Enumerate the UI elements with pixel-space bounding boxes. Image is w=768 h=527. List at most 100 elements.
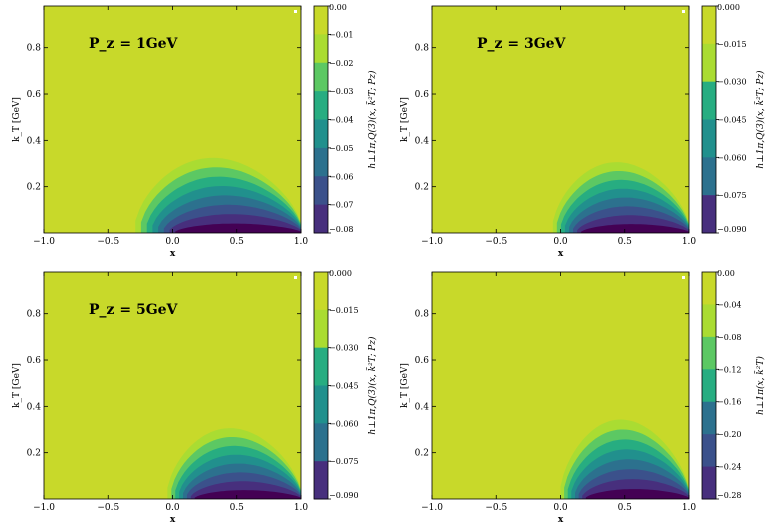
colorbar-tick-label: 0.00 bbox=[717, 269, 735, 278]
colorbar-tick-label: −0.075 bbox=[329, 457, 359, 466]
panel-2: −1.0 −0.5 0.0 0.5 1.0 0.2 0.4 0.6 0.8 x k_T [GeV] P… bbox=[400, 3, 766, 259]
colorbar-tick-label: −0.07 bbox=[329, 201, 354, 210]
colorbar-band bbox=[314, 176, 328, 206]
x-tick-label: 0.5 bbox=[618, 503, 633, 513]
x-tick-label: −0.5 bbox=[97, 503, 119, 513]
y-tick-label: 0.6 bbox=[415, 90, 430, 100]
colorbar-tick-label: −0.045 bbox=[329, 382, 359, 391]
x-tick-label: 1.0 bbox=[682, 503, 697, 513]
x-tick-label: −1.0 bbox=[421, 237, 443, 247]
y-tick-label: 0.8 bbox=[27, 310, 42, 320]
x-tick-label: 0.5 bbox=[230, 237, 245, 247]
x-tick-label: 0.0 bbox=[165, 237, 180, 247]
colorbar-tick-label: −0.030 bbox=[329, 344, 359, 353]
contour-level-8 bbox=[581, 224, 689, 233]
colorbar-label: h⊥1π,Q(3)(x, k̃²T; Pz) bbox=[365, 336, 378, 435]
y-tick-label: 0.2 bbox=[27, 183, 41, 193]
x-tick-label: −1.0 bbox=[421, 503, 443, 513]
x-tick-label: 0.0 bbox=[165, 503, 180, 513]
x-tick-label: 1.0 bbox=[294, 237, 309, 247]
x-tick-label: 0.0 bbox=[553, 503, 568, 513]
x-tick-label: −1.0 bbox=[33, 503, 55, 513]
colorbar-tick-label: −0.20 bbox=[717, 430, 742, 439]
x-tick-label: 1.0 bbox=[294, 503, 309, 513]
colorbar-tick-label: 0.000 bbox=[329, 269, 352, 278]
colorbar-tick-label: −0.08 bbox=[329, 225, 354, 234]
colorbar-band bbox=[702, 43, 716, 83]
panel-3: −1.0 −0.5 0.0 0.5 1.0 0.2 0.4 0.6 0.8 x k_T [GeV] P… bbox=[12, 269, 378, 525]
colorbar-label: h⊥1π,Q(3)(x, k̃²T; Pz) bbox=[753, 70, 766, 169]
panel-1: −1.0 −0.5 0.0 0.5 1.0 0.2 0.4 0.6 0.8 x k_T [GeV] P… bbox=[12, 3, 378, 259]
corner-marker bbox=[682, 10, 685, 13]
colorbar-band bbox=[702, 119, 716, 158]
y-axis-label: k_T [GeV] bbox=[400, 97, 410, 142]
colorbar-band bbox=[702, 81, 716, 120]
colorbar-band bbox=[314, 91, 328, 120]
contour-level-8 bbox=[585, 489, 689, 499]
colorbar-band bbox=[702, 369, 716, 403]
pz-annotation: P_z = 3GeV bbox=[477, 36, 567, 52]
colorbar-band bbox=[314, 385, 328, 424]
colorbar-tick-label: −0.075 bbox=[717, 191, 747, 200]
colorbar-frame bbox=[701, 271, 717, 500]
colorbar-band bbox=[702, 434, 716, 468]
colorbar-tick-label: −0.12 bbox=[717, 365, 742, 374]
colorbar-band bbox=[702, 195, 716, 234]
colorbar-tick-label: −0.060 bbox=[717, 153, 747, 162]
y-tick-label: 0.4 bbox=[415, 136, 430, 146]
x-tick-label: 1.0 bbox=[682, 237, 697, 247]
colorbar-tick-label: −0.04 bbox=[329, 116, 354, 125]
colorbar-band bbox=[314, 34, 328, 64]
colorbar-band bbox=[314, 147, 328, 177]
x-tick-label: 0.5 bbox=[618, 237, 633, 247]
y-tick-label: 0.8 bbox=[415, 310, 430, 320]
colorbar-tick-label: −0.030 bbox=[717, 78, 747, 87]
colorbar-band bbox=[314, 204, 328, 234]
colorbar-tick-label: −0.090 bbox=[329, 491, 359, 500]
colorbar-label: h⊥1π,Q(3)(x, k̃²T; Pz) bbox=[365, 70, 378, 169]
panel-4: −1.0 −0.5 0.0 0.5 1.0 0.2 0.4 0.6 0.8 x k_T [GeV] 0… bbox=[400, 269, 766, 525]
colorbar-band bbox=[702, 466, 716, 500]
colorbar-tick-label: −0.01 bbox=[329, 30, 354, 39]
colorbar-band bbox=[314, 423, 328, 462]
y-tick-label: 0.6 bbox=[27, 356, 42, 366]
x-tick-label: −0.5 bbox=[97, 237, 119, 247]
corner-marker bbox=[294, 276, 297, 279]
colorbar-tick-label: −0.06 bbox=[329, 172, 354, 181]
colorbar-band bbox=[702, 401, 716, 435]
colorbar-tick-label: −0.24 bbox=[717, 463, 742, 472]
contour-level-8 bbox=[194, 490, 301, 499]
contour-region bbox=[560, 419, 689, 499]
y-tick-label: 0.8 bbox=[27, 44, 42, 54]
x-tick-label: −1.0 bbox=[33, 237, 55, 247]
x-axis-label: x bbox=[558, 249, 564, 259]
y-tick-label: 0.4 bbox=[27, 402, 42, 412]
y-tick-label: 0.4 bbox=[415, 402, 430, 412]
colorbar-label: h⊥1π(x, k̃²T) bbox=[753, 356, 766, 415]
y-axis-label: k_T [GeV] bbox=[12, 97, 22, 142]
colorbar-tick-label: −0.28 bbox=[717, 491, 742, 500]
x-tick-label: −0.5 bbox=[485, 503, 507, 513]
colorbar-band bbox=[702, 304, 716, 338]
y-tick-label: 0.4 bbox=[27, 136, 42, 146]
x-axis-label: x bbox=[558, 515, 564, 525]
colorbar-tick-label: −0.04 bbox=[717, 300, 742, 309]
x-tick-label: 0.5 bbox=[230, 503, 245, 513]
pz-annotation: P_z = 5GeV bbox=[89, 302, 179, 318]
colorbar-tick-label: −0.060 bbox=[329, 419, 359, 428]
colorbar-tick-label: −0.16 bbox=[717, 398, 742, 407]
y-tick-label: 0.2 bbox=[415, 449, 429, 459]
pz-annotation: P_z = 1GeV bbox=[89, 36, 179, 52]
x-axis-label: x bbox=[170, 249, 176, 259]
colorbar-tick-label: −0.02 bbox=[329, 59, 354, 68]
contour-region bbox=[167, 428, 301, 499]
colorbar-tick-label: −0.015 bbox=[717, 40, 747, 49]
colorbar-band bbox=[314, 62, 328, 92]
colorbar-band bbox=[314, 119, 328, 149]
colorbar-tick-label: −0.08 bbox=[717, 333, 742, 342]
x-tick-label: 0.0 bbox=[553, 237, 568, 247]
x-axis-label: x bbox=[170, 515, 176, 525]
colorbar-tick-label: −0.045 bbox=[717, 116, 747, 125]
colorbar-tick-label: −0.05 bbox=[329, 144, 354, 153]
